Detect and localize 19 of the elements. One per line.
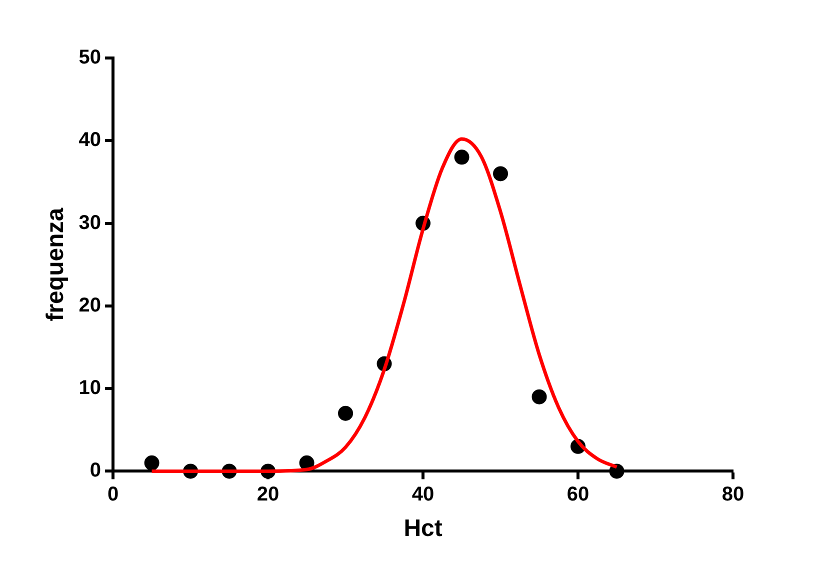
point [532,389,547,404]
x-tick-label: 40 [412,484,434,506]
x-axis-title: Hct [404,515,442,542]
point [609,464,624,479]
point [454,150,470,165]
y-axis-title: frequenza [42,207,70,322]
x-tick-label: 80 [722,484,744,506]
x-tick-label: 20 [256,484,280,506]
x-tick-label: 0 [107,484,119,506]
y-tick-label: 30 [78,212,102,234]
y-tick-label: 20 [78,294,102,316]
y-tick-label: 10 [78,377,102,400]
y-tick-label: 40 [78,129,102,152]
y-tick-label: 50 [78,46,102,69]
point [493,166,508,182]
y-tick-label: 0 [90,460,102,482]
point [338,406,354,421]
point [144,455,160,470]
x-tick-label: 60 [566,484,590,506]
